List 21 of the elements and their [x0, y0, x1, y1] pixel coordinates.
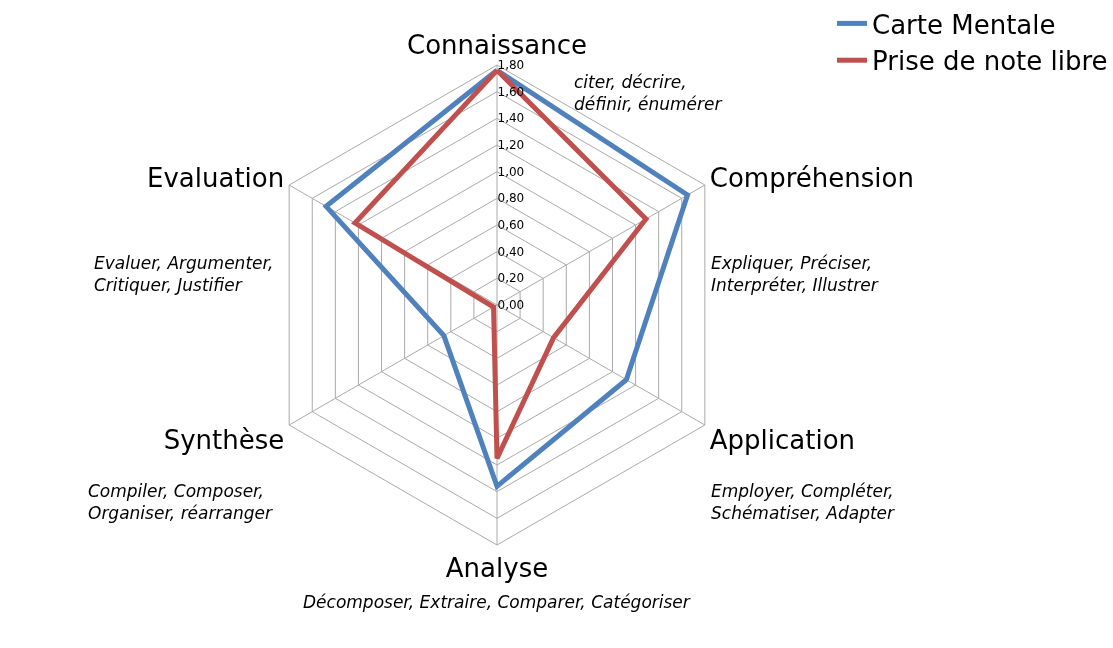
spoke-label: Synthèse	[163, 424, 285, 455]
text: citer, décrire, définir, énumérer	[574, 72, 723, 115]
text: Compiler, Composer, Organiser, réarranger	[88, 481, 273, 524]
spoke-label: Application	[709, 424, 856, 455]
y-tick-label: 1,40	[497, 111, 525, 126]
y-tick-label: 1,20	[497, 137, 525, 152]
y-tick-label: 0,20	[497, 271, 525, 286]
text: Décomposer, Extraire, Comparer, Catégoriser	[303, 592, 691, 612]
spoke-label: Evaluation	[147, 163, 285, 194]
legend-label: Carte Mentale	[872, 9, 1056, 40]
legend-label: Prise de note libre	[872, 46, 1108, 77]
y-tick-label: 1,00	[497, 164, 525, 179]
spoke-label: Compréhension	[709, 163, 914, 194]
y-tick-label: 0,80	[497, 191, 525, 206]
y-tick-label: 0,00	[497, 297, 525, 312]
spoke-label: Analyse	[445, 552, 549, 583]
text: Evaluer, Argumenter, Critiquer, Justifier	[94, 253, 274, 296]
text: Expliquer, Préciser, Interpréter, Illustrer	[711, 253, 879, 296]
y-tick-label: 0,60	[497, 217, 525, 232]
text: Employer, Compléter, Schématiser, Adapter	[711, 481, 896, 524]
y-tick-label: 0,40	[497, 244, 525, 259]
